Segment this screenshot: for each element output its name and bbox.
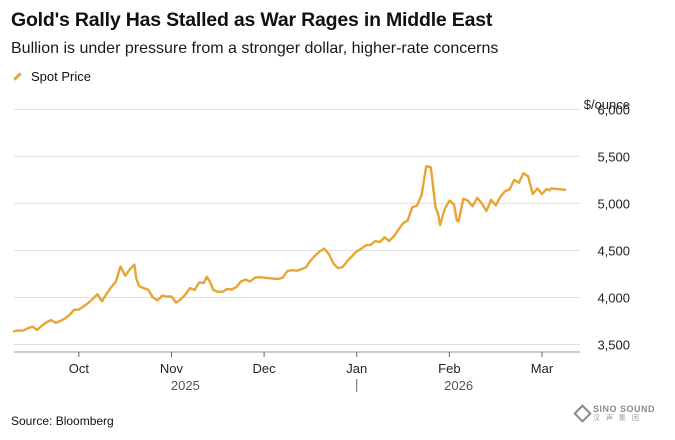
x-tick-label: Dec — [253, 361, 277, 376]
chart-subtitle: Bullion is under pressure from a stronge… — [11, 40, 499, 57]
y-tick-label: 4,000 — [597, 290, 630, 305]
chart-title: Gold's Rally Has Stalled as War Rages in… — [11, 9, 493, 31]
legend: Spot Price — [11, 69, 91, 84]
x-tick-label: Oct — [69, 361, 90, 376]
source-note: Source: Bloomberg — [11, 414, 114, 428]
watermark-sub-text: 汉 声 集 团 — [593, 415, 641, 422]
y-axis-unit-label: $/ounce — [584, 97, 630, 112]
watermark-logo: SINO SOUND 汉 声 集 团 — [573, 404, 656, 423]
legend-label: Spot Price — [31, 69, 91, 84]
watermark-diamond-icon — [573, 404, 592, 423]
y-tick-label: 6,000 — [597, 102, 630, 117]
x-tick-label: Nov — [160, 361, 184, 376]
y-tick-label: 5,500 — [597, 149, 630, 164]
series-line-spot-price — [12, 165, 567, 333]
x-tick-label: Feb — [438, 361, 460, 376]
y-tick-label: 5,000 — [597, 196, 630, 211]
watermark-main-text: SINO SOUND — [593, 404, 656, 414]
x-tick-label: Mar — [531, 361, 554, 376]
year-label: 2025 — [171, 378, 200, 393]
y-tick-label: 3,500 — [597, 337, 630, 352]
x-tick-label: Jan — [346, 361, 367, 376]
year-label: 2026 — [444, 378, 473, 393]
y-tick-label: 4,500 — [597, 243, 630, 258]
